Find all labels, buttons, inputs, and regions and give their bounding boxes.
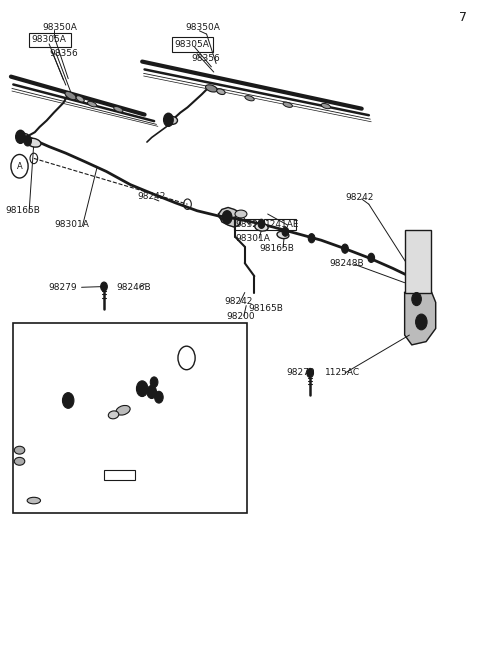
Bar xyxy=(104,470,135,480)
Bar xyxy=(29,33,71,47)
Ellipse shape xyxy=(27,497,40,504)
Circle shape xyxy=(56,384,80,417)
Bar xyxy=(234,219,262,231)
Circle shape xyxy=(307,369,313,378)
Circle shape xyxy=(282,227,288,237)
Ellipse shape xyxy=(216,89,225,95)
Text: 98165B: 98165B xyxy=(259,244,294,252)
Circle shape xyxy=(147,386,156,399)
Ellipse shape xyxy=(19,133,30,141)
Ellipse shape xyxy=(27,138,41,147)
Text: 98165B: 98165B xyxy=(249,304,284,313)
Ellipse shape xyxy=(167,116,178,124)
Ellipse shape xyxy=(108,411,119,419)
Text: 1241AE: 1241AE xyxy=(265,220,300,229)
Text: 98163B: 98163B xyxy=(82,396,117,405)
Ellipse shape xyxy=(283,102,292,107)
Polygon shape xyxy=(92,382,128,402)
Circle shape xyxy=(412,292,421,306)
Bar xyxy=(264,219,296,231)
Circle shape xyxy=(164,113,173,126)
Circle shape xyxy=(225,214,229,221)
Ellipse shape xyxy=(76,96,84,102)
Ellipse shape xyxy=(65,91,76,100)
Ellipse shape xyxy=(321,103,331,108)
Text: 98120: 98120 xyxy=(123,455,152,464)
Text: 98110B: 98110B xyxy=(30,487,65,497)
Text: 98301A: 98301A xyxy=(54,220,89,229)
Ellipse shape xyxy=(255,223,268,231)
Text: 98305A: 98305A xyxy=(31,35,66,45)
Circle shape xyxy=(258,219,265,229)
Text: 98323: 98323 xyxy=(235,220,264,229)
Ellipse shape xyxy=(277,231,289,238)
Text: 98279: 98279 xyxy=(48,283,77,292)
Text: 98356: 98356 xyxy=(49,49,78,58)
Text: 98242: 98242 xyxy=(224,297,252,306)
Text: 98350A: 98350A xyxy=(42,23,77,32)
Text: 1125AC: 1125AC xyxy=(325,369,360,378)
Text: 9817D: 9817D xyxy=(53,415,83,423)
Circle shape xyxy=(155,392,163,403)
Text: 98279: 98279 xyxy=(287,369,315,378)
Text: A: A xyxy=(17,162,23,171)
Ellipse shape xyxy=(14,446,25,454)
Text: A: A xyxy=(184,353,190,363)
Text: 98200: 98200 xyxy=(227,311,255,321)
Text: 98305A: 98305A xyxy=(174,40,209,49)
Circle shape xyxy=(101,282,108,291)
Circle shape xyxy=(62,393,74,408)
Ellipse shape xyxy=(235,210,247,218)
Circle shape xyxy=(222,211,232,224)
Text: 98356: 98356 xyxy=(192,55,220,64)
Text: 98248B: 98248B xyxy=(330,260,364,268)
Circle shape xyxy=(16,130,25,143)
Ellipse shape xyxy=(116,405,130,415)
Ellipse shape xyxy=(114,106,123,112)
Text: 7: 7 xyxy=(459,11,468,24)
Circle shape xyxy=(150,377,158,388)
Circle shape xyxy=(342,244,348,253)
Circle shape xyxy=(136,381,148,397)
Bar xyxy=(172,37,213,52)
Text: 98246B: 98246B xyxy=(116,283,151,292)
Text: 98165B: 98165B xyxy=(5,206,40,215)
Circle shape xyxy=(24,135,32,146)
Text: 98301A: 98301A xyxy=(235,234,270,242)
Ellipse shape xyxy=(205,85,217,92)
Circle shape xyxy=(308,234,315,243)
Circle shape xyxy=(416,314,427,330)
Bar xyxy=(405,231,431,292)
Ellipse shape xyxy=(87,101,96,107)
Text: 98242: 98242 xyxy=(345,193,373,202)
Polygon shape xyxy=(33,378,104,451)
Polygon shape xyxy=(405,290,436,345)
Polygon shape xyxy=(218,208,241,227)
Bar xyxy=(13,323,247,513)
Text: 9810C: 9810C xyxy=(75,353,105,363)
Ellipse shape xyxy=(245,95,254,101)
Ellipse shape xyxy=(14,457,25,465)
Text: 98242: 98242 xyxy=(137,192,166,201)
Text: 98350A: 98350A xyxy=(185,23,220,32)
Circle shape xyxy=(368,253,374,262)
